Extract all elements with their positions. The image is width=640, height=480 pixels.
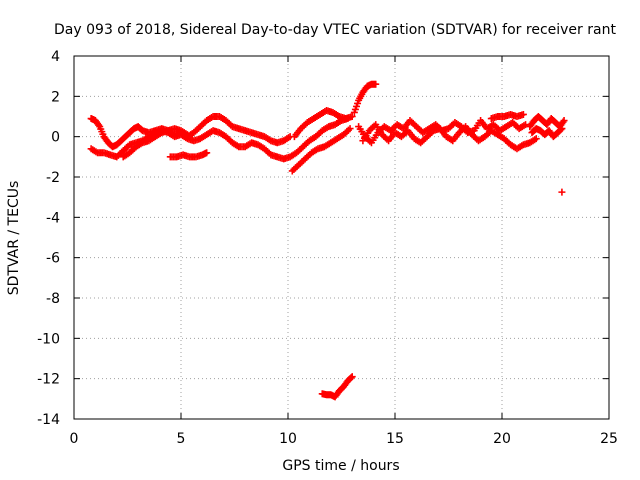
data-point	[183, 131, 191, 139]
data-point	[346, 125, 354, 133]
series-track-l	[528, 125, 566, 141]
plot-border	[73, 55, 610, 420]
y-tick-label: -10	[37, 331, 60, 347]
data-point	[348, 113, 356, 120]
data-point	[558, 125, 566, 133]
y-tick-label: -2	[46, 170, 60, 186]
data-point	[372, 80, 380, 88]
data-point-dense	[557, 126, 565, 134]
series-outlier	[558, 188, 566, 196]
data-point-dense	[347, 374, 355, 382]
x-tick-label: 5	[177, 431, 186, 447]
series-track-low	[318, 373, 356, 401]
y-tick-label: 2	[51, 89, 60, 105]
y-tick-label: -12	[37, 372, 60, 388]
y-tick-label: -14	[37, 412, 60, 428]
series-track-f	[290, 106, 356, 141]
series-track-j	[487, 110, 527, 123]
x-tick-label: 10	[279, 431, 297, 447]
data-point	[519, 110, 527, 118]
data-point	[560, 117, 568, 125]
series-track-i	[359, 121, 540, 153]
axis-ticks	[73, 55, 610, 420]
x-tick-label: 0	[70, 431, 79, 447]
y-tick-label: -8	[46, 291, 60, 307]
y-tick-label: -6	[46, 251, 60, 267]
data-point	[203, 149, 211, 157]
x-tick-label: 20	[493, 431, 511, 447]
y-axis-label: SDTVAR / TECUs	[6, 181, 22, 296]
data-point	[558, 188, 566, 196]
y-tick-label: -4	[46, 210, 60, 226]
x-tick-label: 25	[600, 431, 618, 447]
x-axis-label: GPS time / hours	[282, 458, 399, 474]
series-track-c	[119, 125, 191, 161]
data-points	[87, 80, 568, 401]
series-track-k	[526, 113, 568, 131]
series-track-d	[166, 149, 211, 161]
y-tick-label: 4	[51, 49, 60, 65]
data-point-dense	[95, 121, 103, 129]
series-track-b	[87, 115, 352, 163]
x-tick-label: 15	[386, 431, 404, 447]
data-point	[348, 373, 356, 381]
y-tick-label: 0	[51, 130, 60, 146]
grid-lines	[74, 56, 609, 419]
series-track-g	[350, 80, 380, 116]
data-point-dense	[559, 118, 567, 126]
data-point	[532, 135, 540, 143]
series-track-e	[288, 125, 354, 175]
chart-title: Day 093 of 2018, Sidereal Day-to-day VTE…	[54, 22, 616, 38]
